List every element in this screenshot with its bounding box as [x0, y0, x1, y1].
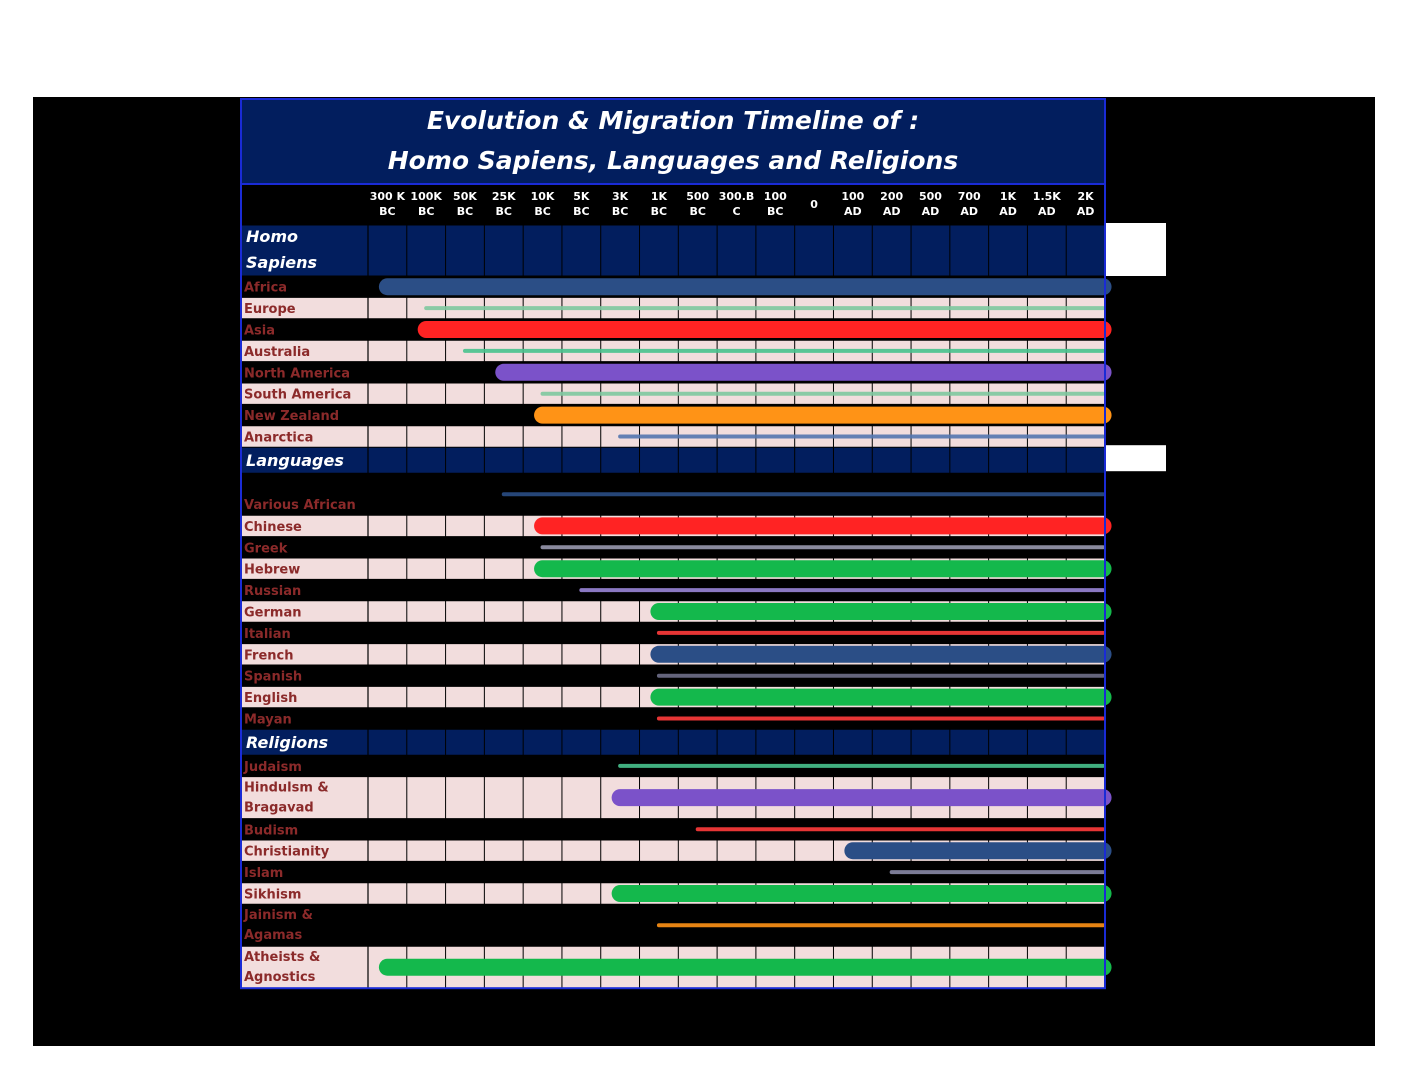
column-tick-label: AD [1077, 205, 1095, 218]
column-tick-label: 2K [1078, 190, 1095, 203]
column-tick-label: BC [496, 205, 512, 218]
section-label: Religions [246, 733, 328, 752]
column-tick-label: 100K [410, 190, 442, 203]
chart-border [240, 98, 1106, 990]
row-label: Various African [244, 498, 356, 513]
column-tick-label: 300.B [719, 190, 755, 203]
column-tick-label: BC [457, 205, 473, 218]
column-tick-label: 5K [573, 190, 590, 203]
column-tick-label: 500 [686, 190, 709, 203]
column-tick-label: 3K [612, 190, 629, 203]
column-tick-label: 100 [764, 190, 787, 203]
row-label: Bragavad [244, 801, 314, 816]
row-label: Jainism & [243, 908, 313, 923]
column-tick-label: BC [379, 205, 395, 218]
section-band [241, 225, 1105, 276]
row-label: Judaism [243, 760, 302, 775]
column-tick-label: 25K [492, 190, 516, 203]
column-tick-label: BC [418, 205, 434, 218]
row-label: Budism [244, 823, 298, 838]
row-label: Hindulsm & [244, 781, 329, 796]
row-label: Mayan [244, 713, 292, 728]
row-label: English [244, 691, 297, 706]
column-tick-label: AD [922, 205, 940, 218]
row-label: Anarctica [244, 431, 313, 446]
column-tick-label: 0 [810, 198, 818, 211]
section-band [241, 447, 1105, 474]
row-label: Atheists & [244, 950, 320, 965]
row-label: Agamas [244, 928, 302, 943]
row-label: Hebrew [244, 563, 300, 578]
row-label: German [244, 606, 301, 621]
row-label: Agnostics [244, 970, 316, 985]
column-tick-label: C [732, 205, 740, 218]
row-label: South America [244, 388, 351, 403]
column-tick-label: 1K [1000, 190, 1017, 203]
row-label: Russian [244, 584, 301, 599]
column-tick-label: BC [651, 205, 667, 218]
row-label: Africa [244, 281, 287, 296]
section-label: Homo [246, 227, 298, 246]
column-tick-label: AD [844, 205, 862, 218]
row-label: Europe [244, 302, 296, 317]
row-label: Italian [244, 627, 291, 642]
column-tick-label: BC [612, 205, 628, 218]
row-label: Christianity [244, 845, 330, 860]
row-label: Australia [244, 345, 310, 360]
row-label: Spanish [244, 670, 302, 685]
column-tick-label: 1.5K [1033, 190, 1061, 203]
column-tick-label: AD [960, 205, 978, 218]
side-box [1106, 445, 1166, 472]
column-tick-label: AD [883, 205, 901, 218]
row-label: New Zealand [244, 409, 339, 424]
column-header-band [241, 184, 1105, 225]
column-tick-label: 200 [880, 190, 903, 203]
row-label: Greek [244, 541, 288, 556]
section-band [241, 729, 1105, 756]
column-tick-label: 100 [841, 190, 864, 203]
column-tick-label: 500 [919, 190, 942, 203]
title-band [241, 99, 1105, 184]
column-tick-label: AD [999, 205, 1017, 218]
column-tick-label: BC [573, 205, 589, 218]
column-tick-label: 10K [531, 190, 555, 203]
column-tick-label: 50K [453, 190, 477, 203]
row-band [241, 861, 1105, 883]
column-tick-label: 300 K [370, 190, 406, 203]
row-label: Chinese [244, 520, 302, 535]
column-tick-label: BC [689, 205, 705, 218]
row-band [241, 818, 1105, 840]
row-label: Asia [244, 324, 275, 339]
side-box [1106, 223, 1166, 276]
section-label: Languages [246, 451, 344, 470]
row-label: Islam [244, 866, 283, 881]
chart-title-line: Homo Sapiens, Languages and Religions [388, 146, 958, 175]
column-tick-label: AD [1038, 205, 1056, 218]
column-tick-label: BC [534, 205, 550, 218]
column-tick-label: 700 [958, 190, 981, 203]
row-label: North America [244, 366, 350, 381]
column-tick-label: BC [767, 205, 783, 218]
section-label: Sapiens [246, 253, 317, 272]
row-label: French [244, 648, 294, 663]
chart-title-line: Evolution & Migration Timeline of : [427, 106, 919, 135]
column-tick-label: 1K [651, 190, 668, 203]
row-label: Sikhism [244, 888, 301, 903]
